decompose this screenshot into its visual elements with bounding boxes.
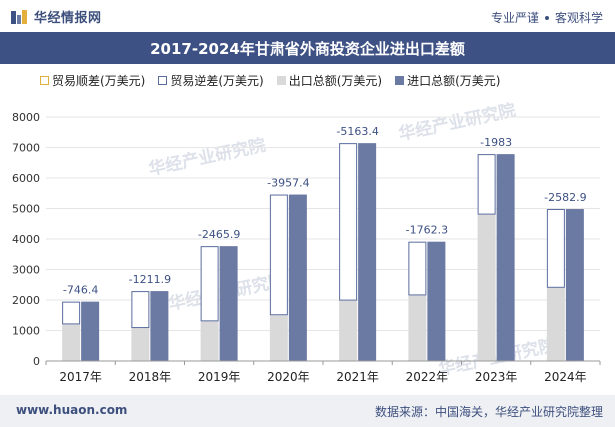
tagline: 专业严谨 客观科学 xyxy=(491,9,603,26)
deficit-bar xyxy=(131,291,150,329)
deficit-bar xyxy=(339,143,358,301)
legend-item-export: 出口总额(万美元) xyxy=(276,72,383,89)
footer: www.huaon.com 数据来源：中国海关，华经产业研究院整理 xyxy=(0,395,615,427)
x-tick-label: 2021年 xyxy=(336,370,379,384)
deficit-bar xyxy=(62,301,81,325)
x-tick-label: 2024年 xyxy=(544,370,587,384)
export-bar xyxy=(62,324,81,361)
y-tick-label: 7000 xyxy=(12,142,40,155)
balance-data-label: -5163.4 xyxy=(336,125,378,138)
balance-data-label: -3957.4 xyxy=(267,177,309,190)
y-tick-label: 1000 xyxy=(12,325,40,338)
deficit-bar xyxy=(200,246,219,322)
footer-website-link[interactable]: www.huaon.com xyxy=(16,403,128,417)
x-tick-label: 2018年 xyxy=(129,370,172,384)
y-tick-label: 3000 xyxy=(12,264,40,277)
y-tick-label: 0 xyxy=(33,355,40,368)
export-bar xyxy=(546,287,565,361)
watermark-text: 华经产业研究院 xyxy=(147,135,268,180)
import-bar xyxy=(288,194,307,361)
deficit-bar xyxy=(408,241,427,296)
export-bar xyxy=(477,214,496,361)
legend-label-import: 进口总额(万美元) xyxy=(407,74,501,88)
balance-data-label: -2465.9 xyxy=(198,228,240,241)
deficit-bar xyxy=(546,209,565,288)
bars xyxy=(62,143,584,361)
tagline-left: 专业严谨 xyxy=(490,11,539,25)
import-bar xyxy=(81,301,100,361)
import-bar xyxy=(496,154,515,361)
export-bar xyxy=(408,295,427,361)
legend: 贸易顺差(万美元) 贸易逆差(万美元) 出口总额(万美元) 进口总额(万美元) xyxy=(40,72,501,89)
import-bar xyxy=(150,291,169,361)
legend-swatch-deficit xyxy=(158,76,168,85)
brand: 华经情报网 xyxy=(10,7,102,26)
x-tick-label: 2020年 xyxy=(267,370,310,384)
legend-swatch-export xyxy=(276,76,286,85)
x-tick-label: 2023年 xyxy=(475,370,518,384)
footer-source: 数据来源：中国海关，华经产业研究院整理 xyxy=(374,405,603,419)
import-bar xyxy=(358,143,377,361)
chart-title: 2017-2024年甘肃省外商投资企业进出口差额 xyxy=(150,40,465,58)
balance-data-label: -746.4 xyxy=(63,284,98,297)
y-tick-label: 5000 xyxy=(12,203,40,216)
export-bar xyxy=(200,321,219,361)
x-tick-label: 2022年 xyxy=(406,370,449,384)
balance-data-label: -1211.9 xyxy=(129,273,171,286)
legend-swatch-surplus xyxy=(40,76,49,85)
legend-label-export: 出口总额(万美元) xyxy=(288,74,383,88)
legend-label-deficit: 贸易逆差(万美元) xyxy=(170,74,264,88)
tagline-right: 客观科学 xyxy=(554,11,603,25)
y-tick-label: 6000 xyxy=(12,172,40,185)
import-bar xyxy=(427,241,446,361)
x-tick-label: 2019年 xyxy=(198,370,241,384)
export-bar xyxy=(269,315,288,361)
y-tick-label: 2000 xyxy=(12,294,40,307)
gridlines xyxy=(46,116,600,331)
y-tick-label: 4000 xyxy=(12,233,40,246)
legend-item-import: 进口总额(万美元) xyxy=(395,72,501,89)
balance-data-label: -2582.9 xyxy=(544,191,586,204)
legend-item-deficit: 贸易逆差(万美元) xyxy=(158,72,264,89)
balance-data-label: -1762.3 xyxy=(406,224,448,237)
y-tick-label: 8000 xyxy=(12,111,40,124)
legend-item-surplus: 贸易顺差(万美元) xyxy=(40,72,145,89)
import-bar xyxy=(219,246,238,361)
top-bar: 华经情报网 专业严谨 客观科学 xyxy=(0,0,615,32)
export-bar xyxy=(339,300,358,361)
brand-logo-icon xyxy=(11,9,27,24)
deficit-bar xyxy=(269,194,288,316)
x-tick-label: 2017年 xyxy=(59,370,102,384)
chart-area: 华经产业研究院 华经产业研究院 华经产业研究院 华经产业研究院 -746.4-1… xyxy=(12,100,601,384)
balance-data-label: -1983 xyxy=(480,136,512,149)
export-bar xyxy=(131,328,150,361)
data-labels: -746.4 -1211.9 -2465.9 -3957.4 -5163.4 -1762.… xyxy=(63,125,587,297)
legend-swatch-import xyxy=(395,76,405,85)
brand-name: 华经情报网 xyxy=(34,11,102,26)
tagline-dot-icon xyxy=(544,15,549,20)
deficit-bar xyxy=(477,154,496,215)
title-bar: 2017-2024年甘肃省外商投资企业进出口差额 xyxy=(0,32,615,64)
legend-label-surplus: 贸易顺差(万美元) xyxy=(52,74,146,88)
import-bar xyxy=(565,209,584,361)
axes: 0 1000 2000 3000 4000 5000 6000 7000 8000 2017年 20… xyxy=(12,111,601,384)
